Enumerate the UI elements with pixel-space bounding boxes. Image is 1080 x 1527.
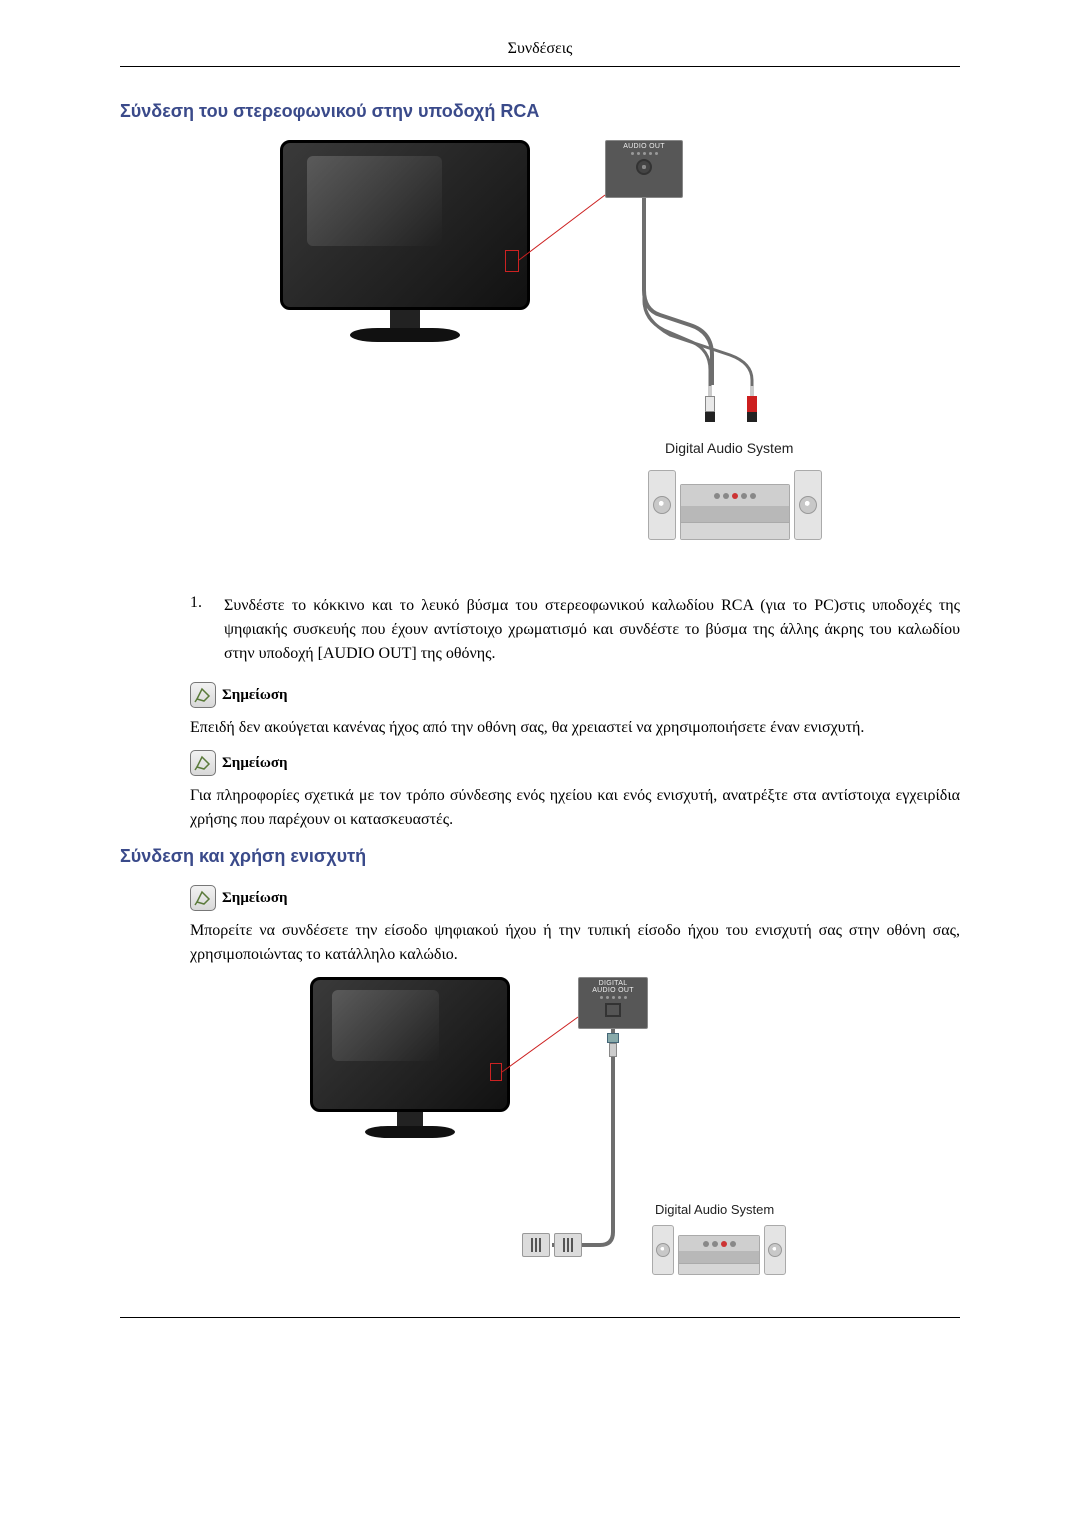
note-2-text: Για πληροφορίες σχετικά με τον τρόπο σύν… [190, 784, 960, 832]
step-1-text: Συνδέστε το κόκκινο και το λευκό βύσμα τ… [224, 594, 960, 666]
step-1: 1. Συνδέστε το κόκκινο και το λευκό βύσμ… [190, 594, 960, 666]
figure1: AUDIO OUT Digital Audio System [260, 140, 820, 570]
note-2-row: Σημείωση [190, 750, 960, 776]
note-1-text: Επειδή δεν ακούγεται κανένας ήχος από τη… [190, 716, 960, 740]
note-2-label: Σημείωση [222, 755, 288, 772]
note-icon [190, 750, 216, 776]
step-1-number: 1. [190, 594, 208, 666]
figure2: DIGITAL AUDIO OUT Digital Audio System [260, 977, 820, 1287]
note-icon [190, 885, 216, 911]
section2-body: Σημείωση Μπορείτε να συνδέσετε την είσοδ… [190, 885, 960, 967]
bottom-divider [120, 1317, 960, 1318]
note-3-row: Σημείωση [190, 885, 960, 911]
note-3-label: Σημείωση [222, 890, 288, 907]
stereo-system [648, 470, 822, 540]
note-1-label: Σημείωση [222, 687, 288, 704]
note-icon [190, 682, 216, 708]
rca-plug-white [705, 386, 715, 422]
stereo-system-2 [652, 1225, 786, 1275]
rca-plug-red [747, 386, 757, 422]
digital-audio-label-2: Digital Audio System [655, 1202, 774, 1217]
note-1-row: Σημείωση [190, 682, 960, 708]
note-3-text: Μπορείτε να συνδέσετε την είσοδο ψηφιακο… [190, 919, 960, 967]
section1-heading: Σύνδεση του στερεοφωνικού στην υποδοχή R… [120, 101, 960, 122]
optical-plug [607, 1033, 619, 1057]
top-divider [120, 66, 960, 67]
figure2-wrap: DIGITAL AUDIO OUT Digital Audio System [120, 977, 960, 1287]
section2-heading: Σύνδεση και χρήση ενισχυτή [120, 846, 960, 867]
page-header: Συνδέσεις [120, 40, 960, 66]
digital-audio-label: Digital Audio System [665, 440, 793, 456]
section1-body: 1. Συνδέστε το κόκκινο και το λευκό βύσμ… [190, 594, 960, 832]
figure1-wrap: AUDIO OUT Digital Audio System [120, 140, 960, 570]
amp-left [522, 1233, 582, 1257]
